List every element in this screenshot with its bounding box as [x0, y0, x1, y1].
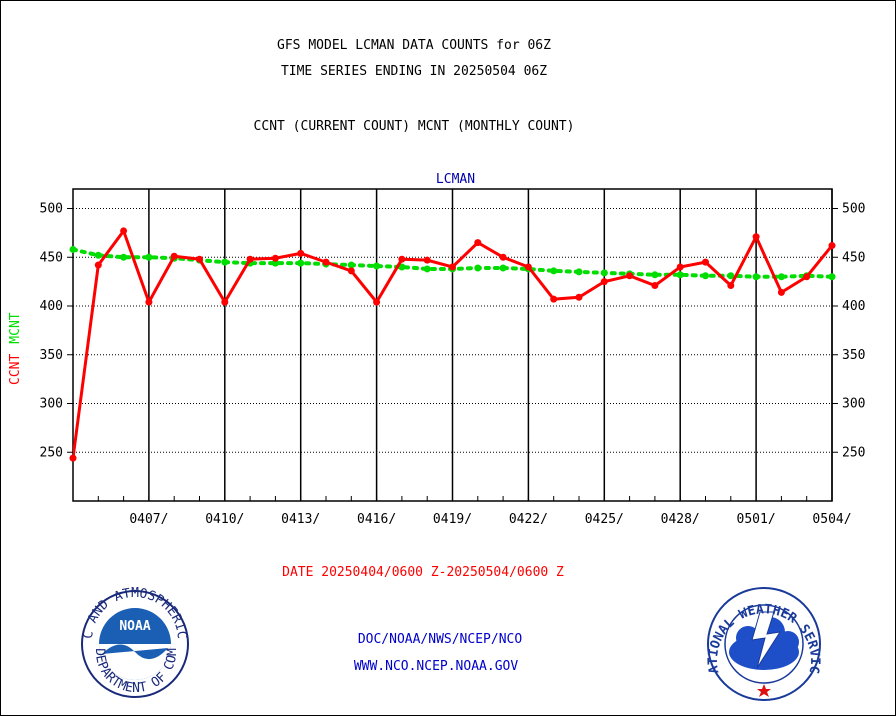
x-tick-label: 0410/ — [205, 512, 244, 527]
chart-title-line2: TIME SERIES ENDING IN 20250504 06Z — [280, 64, 548, 79]
ccnt-point — [575, 293, 583, 301]
mcnt-point — [423, 265, 431, 273]
x-tick-label: 0422/ — [509, 512, 548, 527]
mcnt-point — [120, 253, 128, 261]
chart-title-line1: GFS MODEL LCMAN DATA COUNTS for 06Z — [277, 38, 551, 53]
y-tick-label-left: 350 — [40, 348, 63, 363]
y-tick-label-left: 400 — [40, 299, 63, 314]
y-tick-label-right: 350 — [842, 348, 865, 363]
ccnt-point — [752, 233, 760, 241]
ccnt-point — [322, 258, 330, 266]
x-tick-label: 0428/ — [661, 512, 700, 527]
ccnt-point — [145, 298, 153, 306]
mcnt-point — [373, 262, 381, 270]
y-tick-label-left: 500 — [40, 202, 63, 217]
mcnt-point — [145, 253, 153, 261]
y-axis-label-mcnt: MCNT — [8, 312, 23, 343]
ccnt-point — [423, 256, 431, 264]
x-tick-label: 0425/ — [585, 512, 624, 527]
ccnt-point — [120, 227, 128, 235]
chart-subtitle: CCNT (CURRENT COUNT) MCNT (MONTHLY COUNT… — [253, 119, 575, 134]
mcnt-point — [676, 271, 684, 279]
ccnt-point — [221, 298, 229, 306]
mcnt-point — [398, 263, 406, 271]
y-tick-label-left: 300 — [40, 397, 63, 412]
y-tick-label-left: 250 — [40, 445, 63, 460]
y-axis-label-ccnt: CCNT — [8, 354, 23, 385]
ccnt-point — [347, 267, 355, 275]
y-tick-label-right: 300 — [842, 397, 865, 412]
mcnt-point — [69, 245, 77, 253]
x-tick-label: 0413/ — [281, 512, 320, 527]
y-tick-label-right: 450 — [842, 250, 865, 265]
ccnt-point — [499, 253, 507, 261]
x-tick-label: 0501/ — [737, 512, 776, 527]
ccnt-point — [271, 254, 279, 262]
mcnt-point — [727, 272, 735, 280]
mcnt-point — [575, 268, 583, 276]
ccnt-point — [373, 298, 381, 306]
org-path-label: DOC/NOAA/NWS/NCEP/NCO — [357, 632, 523, 647]
ccnt-point — [651, 282, 659, 290]
ccnt-point — [600, 278, 608, 286]
ccnt-point — [69, 454, 77, 462]
ccnt-point — [474, 239, 482, 247]
ccnt-point — [246, 255, 254, 263]
ccnt-point — [727, 282, 735, 290]
website-label: WWW.NCO.NCEP.NOAA.GOV — [353, 659, 519, 674]
mcnt-point — [499, 264, 507, 272]
ccnt-point — [297, 249, 305, 257]
mcnt-point — [474, 264, 482, 272]
y-axis-label: CCNT MCNT — [8, 312, 23, 385]
y-tick-label-right: 500 — [842, 202, 865, 217]
ccnt-point — [398, 255, 406, 263]
panel-title: LCMAN — [436, 172, 475, 187]
ccnt-point — [524, 263, 532, 271]
ccnt-point — [626, 272, 634, 280]
y-tick-label-right: 250 — [842, 445, 865, 460]
ccnt-point — [550, 295, 558, 303]
x-tick-label: 0419/ — [433, 512, 472, 527]
mcnt-point — [94, 251, 102, 259]
x-tick-label: 0504/ — [812, 512, 851, 527]
ccnt-point — [449, 263, 456, 271]
ccnt-point — [196, 255, 203, 263]
mcnt-point — [828, 273, 836, 281]
x-tick-label: 0416/ — [357, 512, 396, 527]
mcnt-point — [347, 261, 355, 269]
ccnt-point — [702, 258, 709, 266]
ccnt-point — [803, 273, 811, 281]
ccnt-point — [676, 263, 684, 271]
mcnt-point — [550, 267, 558, 275]
mcnt-point — [651, 271, 659, 279]
mcnt-point — [702, 272, 709, 280]
y-tick-label-right: 400 — [842, 299, 865, 314]
y-tick-label-left: 450 — [40, 250, 63, 265]
ccnt-point — [828, 242, 836, 250]
x-tick-label: 0407/ — [129, 512, 168, 527]
mcnt-point — [777, 273, 785, 281]
mcnt-point — [221, 258, 229, 266]
mcnt-point — [297, 259, 305, 267]
mcnt-point — [600, 269, 608, 277]
mcnt-point — [752, 273, 760, 281]
mcnt-point — [271, 259, 279, 267]
date-range-label: DATE 20250404/0600 Z-20250504/0600 Z — [282, 565, 564, 580]
ccnt-point — [777, 288, 785, 296]
ccnt-point — [94, 261, 102, 269]
ccnt-point — [170, 252, 178, 260]
